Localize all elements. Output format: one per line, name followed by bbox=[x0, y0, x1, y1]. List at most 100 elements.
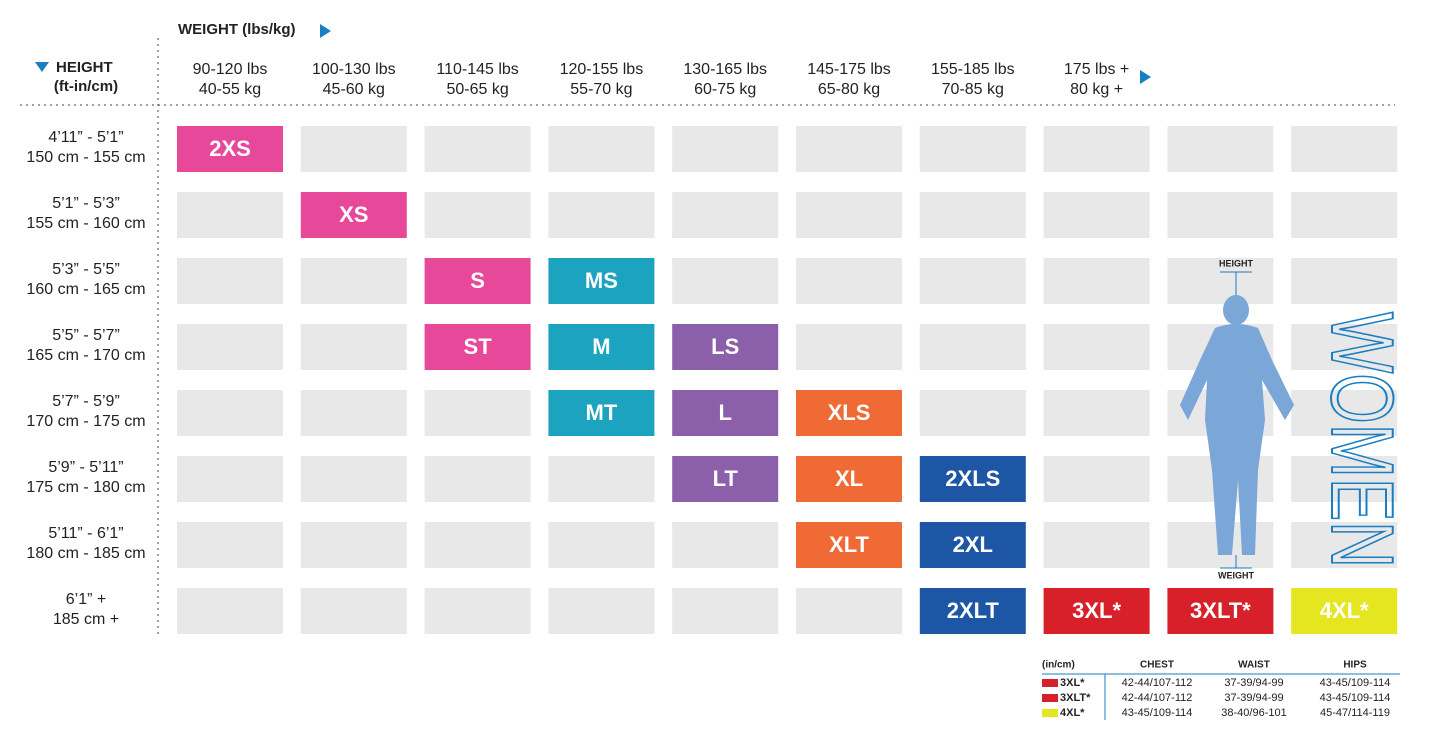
empty-cell bbox=[1043, 522, 1150, 568]
height-range: 180 cm - 185 cm bbox=[26, 545, 145, 562]
size-cell bbox=[796, 522, 902, 568]
empty-cell bbox=[548, 522, 655, 568]
size-cell bbox=[177, 126, 283, 172]
empty-cell bbox=[177, 522, 283, 568]
weight-title: WEIGHT (lbs/kg) bbox=[178, 21, 296, 38]
size-cell bbox=[1291, 588, 1398, 634]
empty-cell bbox=[1291, 390, 1398, 436]
size-label: 3XL* bbox=[1072, 598, 1121, 623]
weight-range: 155-185 lbs bbox=[931, 61, 1015, 78]
empty-cell bbox=[177, 456, 283, 502]
empty-cell bbox=[1043, 258, 1150, 304]
height-range: 165 cm - 170 cm bbox=[26, 347, 145, 364]
weight-range: 130-165 lbs bbox=[683, 61, 767, 78]
empty-cell bbox=[796, 324, 902, 370]
empty-cell bbox=[424, 522, 531, 568]
size-cell bbox=[672, 390, 779, 436]
weight-range: 175 lbs + bbox=[1064, 61, 1129, 78]
empty-cell bbox=[1167, 258, 1274, 304]
height-range: 175 cm - 180 cm bbox=[26, 479, 145, 496]
empty-cell bbox=[1291, 456, 1398, 502]
table-header: CHEST bbox=[1140, 660, 1174, 671]
figure-title: WOMEN bbox=[1313, 312, 1412, 568]
empty-cell bbox=[1043, 126, 1150, 172]
empty-cell bbox=[919, 126, 1026, 172]
size-label: 3XLT* bbox=[1190, 598, 1251, 623]
empty-cell bbox=[300, 126, 407, 172]
weight-range: 145-175 lbs bbox=[807, 61, 891, 78]
table-cell: 3XL* bbox=[1060, 677, 1085, 689]
empty-cell bbox=[1043, 456, 1150, 502]
arrow bbox=[320, 24, 331, 38]
empty-cell bbox=[1043, 390, 1150, 436]
body bbox=[1180, 324, 1294, 555]
empty-cell bbox=[672, 588, 779, 634]
empty-cell bbox=[548, 588, 655, 634]
size-cell bbox=[424, 324, 531, 370]
empty-cell bbox=[1291, 192, 1398, 238]
empty-cell bbox=[300, 258, 407, 304]
empty-cell bbox=[1291, 324, 1398, 370]
size-label: 2XLS bbox=[945, 466, 1000, 491]
weight-range: 70-85 kg bbox=[942, 81, 1004, 98]
size-label: 4XL* bbox=[1320, 598, 1369, 623]
empty-cell bbox=[919, 192, 1026, 238]
size-label: LT bbox=[713, 466, 739, 491]
empty-cell bbox=[424, 126, 531, 172]
arrow bbox=[35, 62, 49, 72]
empty-cell bbox=[672, 258, 779, 304]
table-cell: 43-45/109-114 bbox=[1122, 707, 1193, 719]
height-range: 155 cm - 160 cm bbox=[26, 215, 145, 232]
empty-cell bbox=[672, 126, 779, 172]
size-label: 2XS bbox=[209, 136, 251, 161]
empty-cell bbox=[919, 390, 1026, 436]
swatch bbox=[1042, 679, 1058, 687]
height-range: 5’3” - 5’5” bbox=[52, 261, 120, 278]
weight-range: 45-60 kg bbox=[323, 81, 385, 98]
empty-cell bbox=[1043, 192, 1150, 238]
weight-range: 90-120 lbs bbox=[193, 61, 268, 78]
size-label: MT bbox=[586, 400, 618, 425]
empty-cell bbox=[796, 258, 902, 304]
height-range: 170 cm - 175 cm bbox=[26, 413, 145, 430]
empty-cell bbox=[177, 324, 283, 370]
empty-cell bbox=[300, 522, 407, 568]
height-range: 150 cm - 155 cm bbox=[26, 149, 145, 166]
swatch bbox=[1042, 709, 1058, 717]
table-cell: 43-45/109-114 bbox=[1320, 692, 1391, 704]
empty-cell bbox=[424, 192, 531, 238]
height-title: HEIGHT bbox=[56, 59, 113, 76]
weight-range: 40-55 kg bbox=[199, 81, 261, 98]
height-range: 5’11” - 6’1” bbox=[48, 525, 123, 542]
empty-cell bbox=[796, 192, 902, 238]
table-cell: 4XL* bbox=[1060, 707, 1085, 719]
size-label: XLT bbox=[829, 532, 869, 557]
arrow bbox=[1140, 70, 1151, 84]
size-cell bbox=[1167, 588, 1274, 634]
size-cell bbox=[424, 258, 531, 304]
empty-cell bbox=[177, 390, 283, 436]
size-cell bbox=[672, 456, 779, 502]
size-label: XLS bbox=[828, 400, 871, 425]
empty-cell bbox=[548, 192, 655, 238]
height-range: 5’7” - 5’9” bbox=[52, 393, 120, 410]
size-cell bbox=[548, 390, 655, 436]
table-header: HIPS bbox=[1343, 660, 1367, 671]
swatch bbox=[1042, 694, 1058, 702]
empty-cell bbox=[300, 456, 407, 502]
height-range: 4’11” - 5’1” bbox=[48, 129, 123, 146]
height-units: (ft-in/cm) bbox=[54, 78, 118, 95]
size-label: S bbox=[470, 268, 485, 293]
size-label: LS bbox=[711, 334, 739, 359]
empty-cell bbox=[1291, 258, 1398, 304]
empty-cell bbox=[300, 390, 407, 436]
table-cell: 3XLT* bbox=[1060, 692, 1091, 704]
height-range: 6’1” + bbox=[66, 591, 106, 608]
empty-cell bbox=[1043, 324, 1150, 370]
empty-cell bbox=[919, 258, 1026, 304]
size-label: XL bbox=[835, 466, 863, 491]
table-cell: 43-45/109-114 bbox=[1320, 677, 1391, 689]
size-cell bbox=[919, 522, 1026, 568]
empty-cell bbox=[424, 588, 531, 634]
head bbox=[1223, 295, 1249, 325]
